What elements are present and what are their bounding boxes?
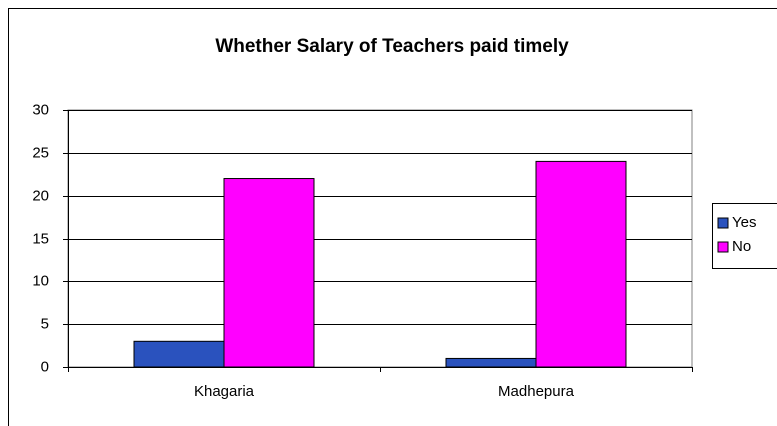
y-tick-label: 10 [32,272,49,289]
y-tick-label: 0 [41,358,49,375]
y-tick-label: 30 [32,101,49,118]
y-tick-label: 15 [32,230,49,247]
bar [133,340,225,368]
bar [223,178,315,368]
bar [445,357,537,368]
legend-swatch [717,241,729,253]
legend-label: Yes [732,214,756,231]
bar [535,160,627,368]
legend [712,203,777,269]
x-tick-label: Khagaria [194,383,255,400]
x-tick-label: Madhepura [498,383,575,400]
chart-title: Whether Salary of Teachers paid timely [215,36,569,57]
y-tick-label: 5 [41,315,49,332]
legend-swatch [717,217,729,229]
y-tick-label: 25 [32,144,49,161]
y-tick-label: 20 [32,187,49,204]
legend-label: No [732,238,751,255]
